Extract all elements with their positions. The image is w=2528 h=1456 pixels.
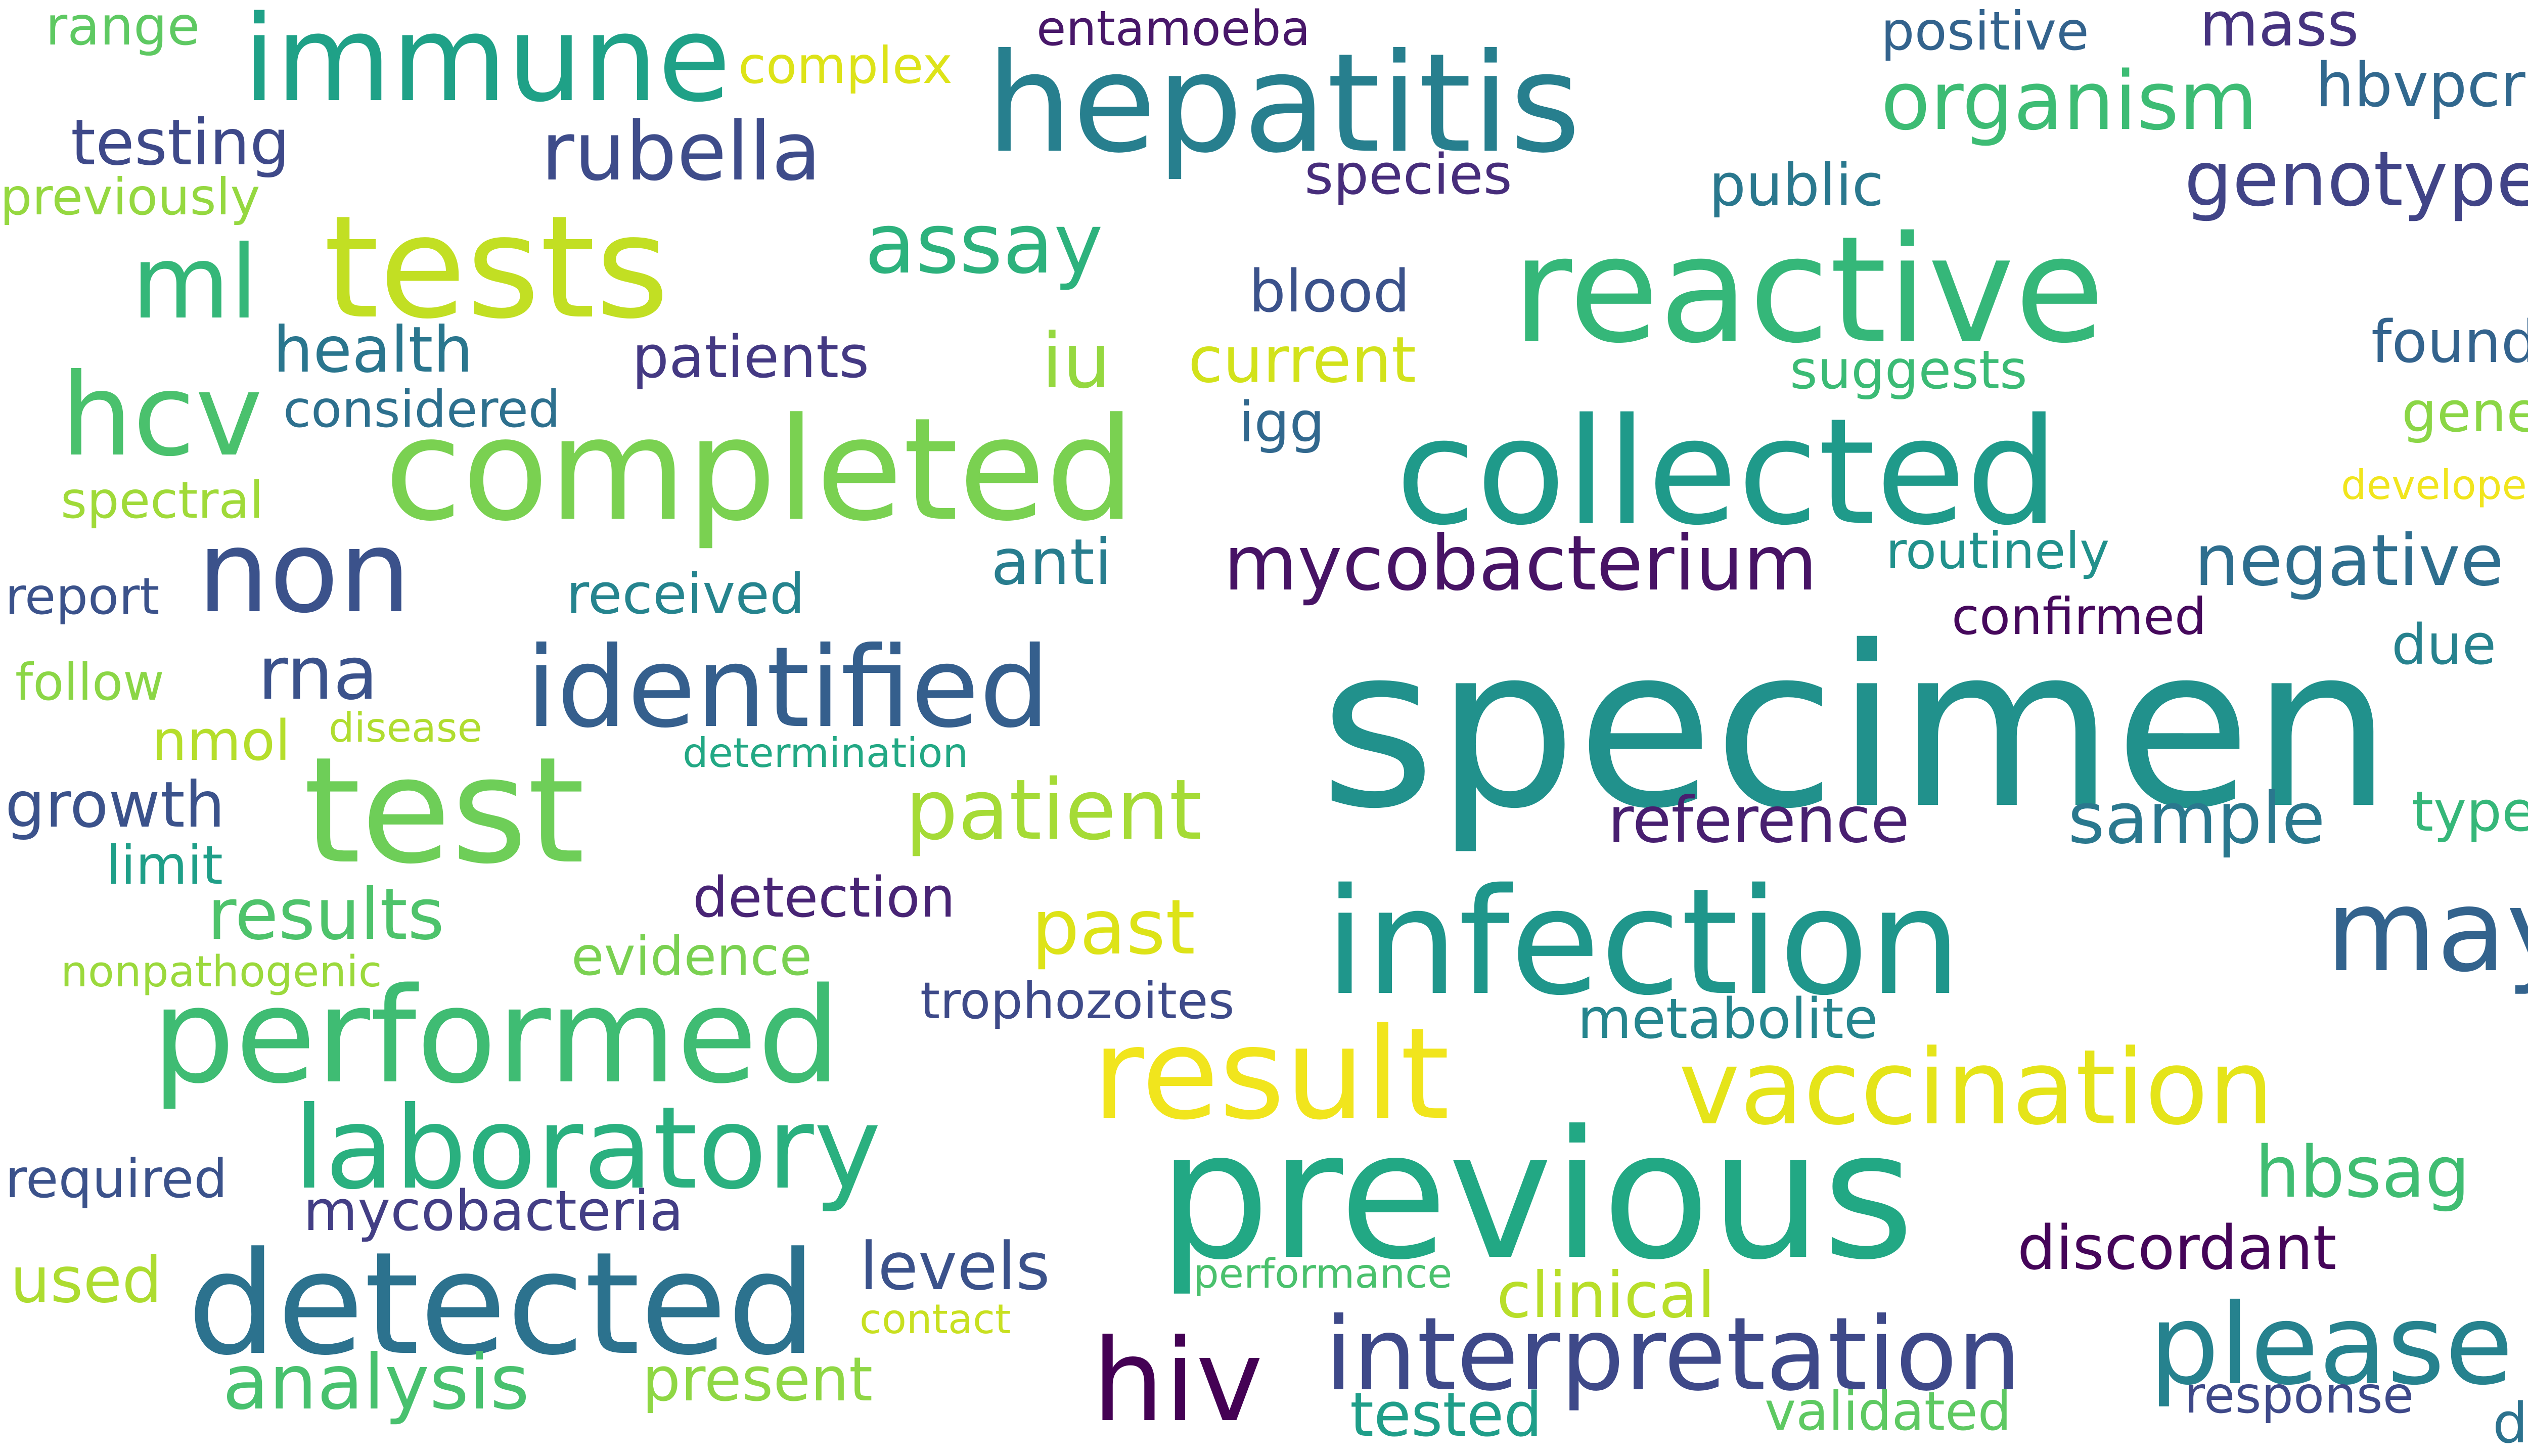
word-hbsag: hbsag [2255, 1131, 2470, 1214]
word-infection: infection [1325, 857, 1962, 1028]
word-discordant: discordant [2017, 1213, 2337, 1284]
word-completed: completed [384, 388, 1136, 553]
word-iu: iu [1042, 317, 1111, 405]
word-tests: tests [324, 186, 669, 350]
word-levels: levels [860, 1228, 1050, 1305]
word-previous: previous [1158, 1093, 1915, 1299]
word-range: range [46, 0, 200, 57]
word-tested: tested [1350, 1380, 1543, 1450]
word-assay: assay [865, 195, 1103, 292]
word-analysis: analysis [222, 1339, 530, 1427]
word-received: received [566, 562, 805, 626]
word-result: result [1092, 1000, 1450, 1148]
word-please: please [2149, 1280, 2513, 1409]
word-nonpathogenic: nonpathogenic [61, 947, 382, 997]
word-developed: developed [2341, 462, 2528, 509]
word-blood: blood [1249, 258, 1410, 326]
word-hcv: hcv [61, 349, 263, 482]
word-follow: follow [15, 653, 164, 712]
word-current: current [1188, 324, 1416, 397]
word-health: health [273, 313, 473, 387]
word-hbvpcr: hbvpcr [2316, 51, 2525, 121]
word-gene: gene [2402, 380, 2528, 444]
word-validated: validated [1765, 1381, 2012, 1442]
word-used: used [10, 1244, 162, 1317]
word-negative: negative [2194, 520, 2504, 602]
word-igg: igg [1239, 390, 1325, 454]
word-public: public [1709, 152, 1884, 219]
word-disease: disease [329, 704, 482, 751]
word-determination: determination [683, 730, 969, 777]
word-performance: performance [1193, 1250, 1453, 1297]
word-immune: immune [243, 0, 731, 128]
word-anti: anti [991, 526, 1112, 599]
word-patient: patient [905, 761, 1202, 858]
word-considered: considered [283, 380, 561, 439]
word-past: past [1031, 884, 1196, 972]
word-results: results [207, 874, 445, 956]
word-previously: previously [0, 167, 260, 226]
word-complex: complex [738, 36, 953, 95]
word-laboratory: laboratory [293, 1082, 881, 1215]
word-testing: testing [71, 106, 290, 179]
word-dr: dr [2493, 1391, 2528, 1455]
word-test: test [303, 726, 585, 896]
word-detected: detected [187, 1222, 817, 1387]
word-hepatitis: hepatitis [986, 24, 1581, 183]
word-entamoeba: entamoeba [1036, 1, 1311, 57]
word-sample: sample [2068, 778, 2326, 860]
word-species: species [1304, 142, 1512, 207]
word-rubella: rubella [541, 104, 822, 199]
word-genotype: genotype [2184, 135, 2528, 223]
word-type: type [2412, 779, 2528, 844]
word-collected: collected [1395, 387, 2059, 558]
word-present: present [642, 1345, 873, 1415]
word-evidence: evidence [571, 926, 812, 987]
word-trophozoites: trophozoites [920, 971, 1235, 1030]
word-mycobacterium: mycobacterium [1224, 520, 1818, 608]
word-organism: organism [1881, 54, 2258, 148]
word-contact: contact [860, 1296, 1011, 1343]
word-may: may [2326, 865, 2528, 997]
word-mass: mass [2199, 0, 2359, 60]
word-reference: reference [1608, 784, 1910, 857]
word-metabolite: metabolite [1577, 986, 1878, 1051]
word-spectral: spectral [61, 471, 264, 530]
word-non: non [197, 506, 411, 639]
word-ml: ml [131, 224, 258, 342]
word-hiv: hiv [1092, 1315, 1263, 1447]
word-growth: growth [5, 768, 225, 842]
word-confirmed: confirmed [1952, 587, 2207, 646]
word-report: report [5, 567, 160, 626]
word-found: found [2371, 308, 2528, 376]
word-suggests: suggests [1790, 339, 2027, 401]
word-rna: rna [258, 631, 378, 716]
word-performed: performed [152, 960, 841, 1113]
word-required: required [5, 1148, 228, 1210]
word-reactive: reactive [1512, 205, 2105, 376]
word-vaccination: vaccination [1679, 1028, 2274, 1148]
word-response: response [2184, 1366, 2414, 1425]
word-detection: detection [693, 865, 956, 930]
word-patients: patients [632, 324, 870, 391]
word-identified: identified [526, 623, 1050, 752]
word-due: due [2391, 612, 2497, 677]
word-clinical: clinical [1497, 1259, 1716, 1332]
word-limit: limit [106, 835, 223, 896]
word-interpretation: interpretation [1325, 1296, 2021, 1414]
word-routinely: routinely [1886, 521, 2110, 580]
word-mycobacteria: mycobacteria [303, 1178, 684, 1243]
word-positive: positive [1881, 1, 2089, 62]
word-specimen: specimen [1320, 599, 2392, 857]
word-nmol: nmol [152, 708, 291, 773]
